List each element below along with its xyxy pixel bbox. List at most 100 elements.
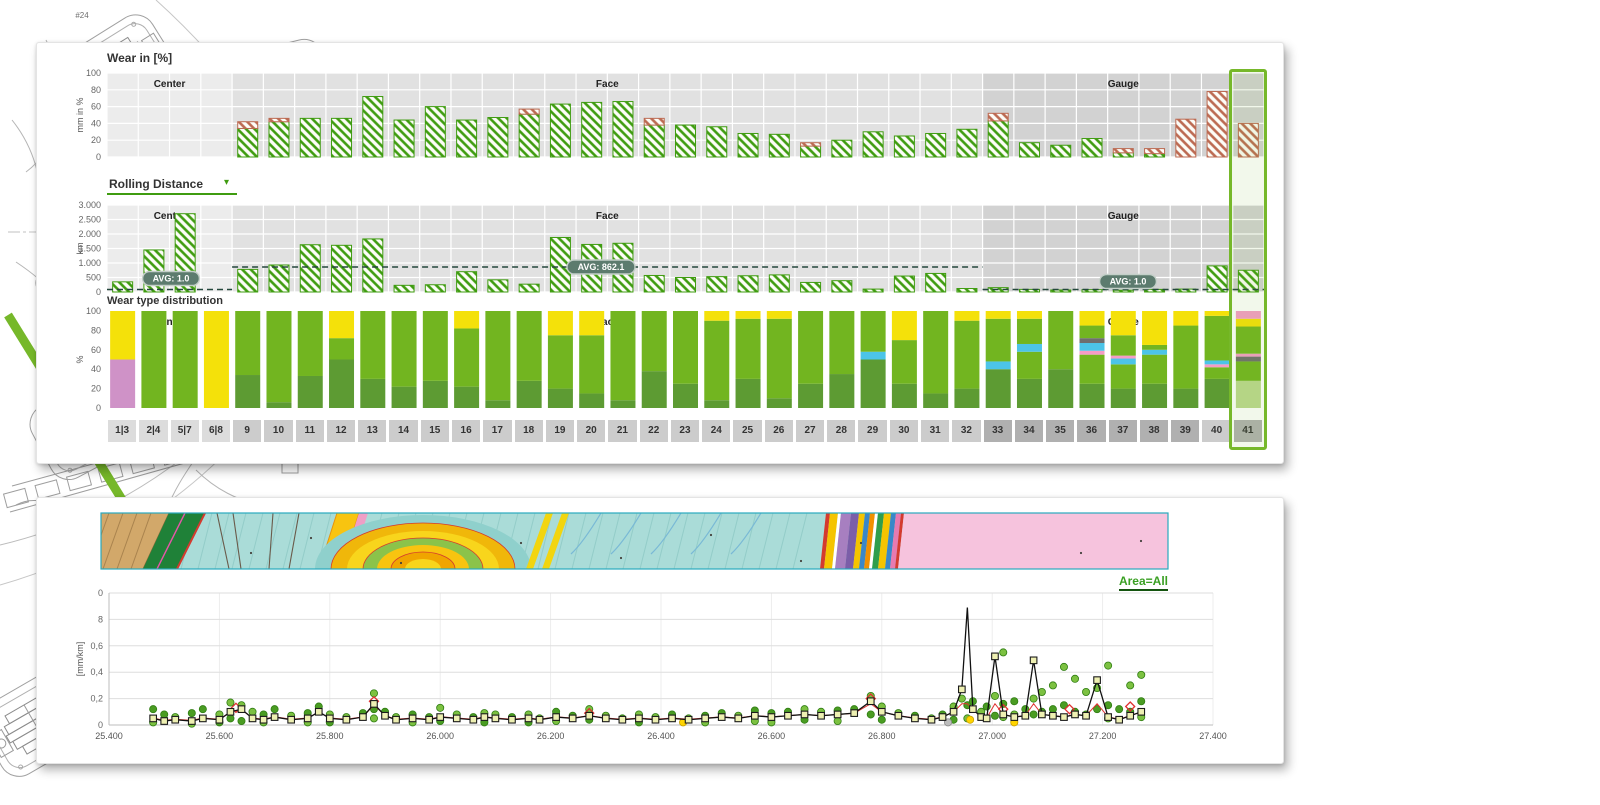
cutter-label-30[interactable]: 30 [889,420,919,442]
cutter-label-14[interactable]: 14 [389,420,418,442]
line-markers[interactable] [149,652,1146,725]
wear-bar-39[interactable] [1175,118,1197,158]
cutter-label-19[interactable]: 19 [545,420,575,442]
cutter-label-25[interactable]: 25 [733,420,762,442]
rolling-distance-bar-30[interactable] [893,275,915,293]
cutter-label-10[interactable]: 10 [264,420,293,442]
rolling-distance-dropdown[interactable]: Rolling Distance ▾ [107,177,238,195]
wear-rate-canvas[interactable]: 25.400 25.600 25.800 26.000 26.200 26.400 26.6… [37,498,1283,763]
rolling-distance-bar-23[interactable] [675,277,696,293]
cutter-label-17[interactable]: 17 [483,420,512,442]
cutter-label-16[interactable]: 16 [451,420,481,442]
wear-type-bar-36[interactable] [1079,311,1105,408]
wear-bar-35[interactable] [1050,144,1072,158]
cutter-label-12[interactable]: 12 [326,420,356,442]
cutter-label-40[interactable]: 40 [1202,420,1231,442]
rolling-distance-bar-1|3[interactable] [112,281,134,293]
area-filter-label[interactable]: Area=All [1118,574,1168,591]
wear-bar-30[interactable] [893,135,915,158]
cutter-label-9[interactable]: 9 [233,420,262,442]
rolling-distance-bar-41[interactable] [1237,269,1259,293]
wear-bar-28[interactable] [831,139,853,158]
wear-type-bar-5|7[interactable] [172,311,198,408]
rolling-distance-bar-32[interactable] [956,288,978,293]
rolling-distance-bar-14[interactable] [393,284,415,293]
wear-type-bar-18[interactable] [516,311,542,408]
cutter-label-23[interactable]: 23 [670,420,700,442]
wear-type-bar-30[interactable] [891,311,917,408]
wear-bar-10[interactable] [268,117,290,158]
rolling-distance-bar-13[interactable] [362,238,384,293]
wear-bar-13[interactable] [362,96,384,158]
cutter-label-5|7[interactable]: 5|7 [170,420,199,442]
wear-type-bar-17[interactable] [485,311,511,408]
rolling-distance-bar-36[interactable] [1081,289,1103,293]
wear-type-bar-29[interactable] [860,311,886,408]
wear-type-bar-15[interactable] [422,311,448,408]
wear-type-bar-34[interactable] [1016,311,1042,408]
cutter-label-35[interactable]: 35 [1046,420,1075,442]
wear-bar-29[interactable] [862,131,884,158]
wear-type-bar-28[interactable] [829,311,855,408]
wear-bar-40[interactable] [1206,90,1228,158]
wear-type-bar-24[interactable] [704,311,730,408]
wear-bar-20[interactable] [581,101,603,158]
wear-type-bar-21[interactable] [610,311,636,408]
wear-type-bar-39[interactable] [1173,311,1199,408]
wear-type-bar-31[interactable] [923,311,949,408]
cutter-label-36[interactable]: 36 [1077,420,1106,442]
cutter-label-34[interactable]: 34 [1014,420,1044,442]
cutter-label-15[interactable]: 15 [420,420,449,442]
wear-bar-19[interactable] [549,103,571,158]
rolling-distance-bar-35[interactable] [1050,289,1072,293]
wear-type-bar-22[interactable] [641,311,667,408]
wear-type-bar-37[interactable] [1110,311,1136,408]
cutter-label-29[interactable]: 29 [858,420,887,442]
wear-type-bar-23[interactable] [673,311,698,408]
cutter-label-24[interactable]: 24 [702,420,731,442]
rolling-distance-bar-29[interactable] [862,288,884,293]
rolling-distance-bar-16[interactable] [456,271,478,293]
rolling-distance-bar-37[interactable] [1112,289,1134,293]
rolling-distance-bar-25[interactable] [737,275,759,293]
wear-type-bar-33[interactable] [985,311,1011,408]
cutter-label-26[interactable]: 26 [764,420,793,442]
rolling-distance-bar-27[interactable] [800,281,822,293]
wear-type-bar-12[interactable] [329,311,355,408]
cutter-label-39[interactable]: 39 [1171,420,1200,442]
wear-bar-9[interactable] [237,121,259,158]
cutter-label-6|8[interactable]: 6|8 [201,420,231,442]
rolling-distance-bar-12[interactable] [331,244,353,293]
wear-type-bar-41[interactable] [1235,311,1261,408]
cutter-label-41[interactable]: 41 [1233,420,1262,442]
cutter-label-37[interactable]: 37 [1108,420,1137,442]
wear-bar-26[interactable] [768,133,790,158]
wear-bar-23[interactable] [675,124,696,158]
wear-bar-14[interactable] [393,119,415,158]
rolling-distance-bar-28[interactable] [831,280,853,293]
cutter-label-32[interactable]: 32 [952,420,981,442]
cutter-label-33[interactable]: 33 [983,420,1012,442]
wear-type-bar-10[interactable] [266,311,292,408]
cutter-label-11[interactable]: 11 [295,420,324,442]
wear-bar-16[interactable] [456,119,478,158]
wear-type-bar-2|4[interactable] [141,311,167,408]
wear-bar-21[interactable] [612,101,634,158]
wear-type-bar-25[interactable] [735,311,761,408]
wear-bar-41[interactable] [1237,122,1259,158]
wear-type-bar-9[interactable] [235,311,261,408]
wear-bar-24[interactable] [706,126,728,158]
cutter-label-31[interactable]: 31 [921,420,950,442]
wear-type-bar-16[interactable] [454,311,480,408]
cutter-label-38[interactable]: 38 [1139,420,1169,442]
wear-type-bar-35[interactable] [1048,311,1074,408]
wear-type-bar-40[interactable] [1204,311,1230,408]
rolling-distance-bar-18[interactable] [518,283,540,293]
wear-type-bar-27[interactable] [798,311,824,408]
rolling-distance-bar-17[interactable] [487,279,509,293]
rolling-distance-bar-10[interactable] [268,264,290,293]
rolling-distance-bar-22[interactable] [643,274,665,293]
wear-bar-33[interactable] [987,112,1009,158]
wear-bar-36[interactable] [1081,138,1103,158]
